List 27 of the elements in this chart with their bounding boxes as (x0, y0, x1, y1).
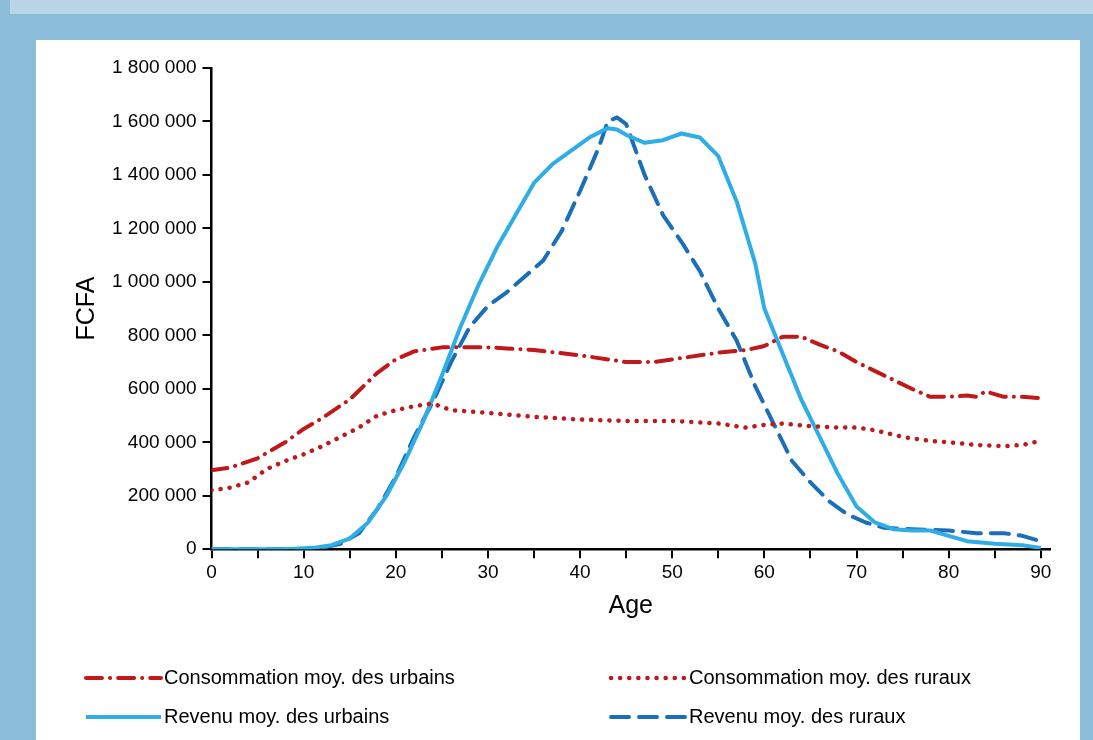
y-tick-label: 1 800 000 (111, 56, 197, 78)
x-axis-title: Age (608, 589, 654, 618)
legend-label: Consommation moy. des ruraux (689, 665, 971, 688)
x-tick-label: 20 (385, 560, 407, 582)
x-tick-label: 0 (206, 560, 217, 582)
line-series (211, 334, 1043, 473)
y-tick-label: 1 400 000 (111, 163, 197, 185)
y-tick-label: 1 000 000 (111, 270, 197, 292)
x-tick-label: 50 (661, 560, 683, 582)
y-tick-label: 1 200 000 (111, 216, 197, 238)
y-tick-label: 600 000 (127, 377, 197, 399)
y-axis-title: FCFA (70, 276, 99, 341)
x-tick-label: 10 (293, 560, 315, 582)
x-tick-label: 90 (1030, 560, 1052, 582)
x-tick-label: 30 (477, 560, 499, 582)
y-tick-label: 0 (185, 537, 197, 559)
y-tick-label: 400 000 (127, 430, 197, 452)
y-tick-label: 1 600 000 (111, 109, 197, 131)
legend-label: Revenu moy. des urbains (164, 704, 390, 727)
y-tick-label: 200 000 (127, 483, 197, 505)
x-tick-label: 70 (845, 560, 868, 582)
legend-label: Consommation moy. des urbains (164, 665, 455, 688)
y-tick-label: 800 000 (127, 323, 197, 345)
x-tick-label: 40 (569, 560, 591, 582)
x-tick-label: 80 (938, 560, 960, 582)
legend-label: Revenu moy. des ruraux (689, 704, 906, 727)
x-tick-label: 60 (753, 560, 775, 582)
